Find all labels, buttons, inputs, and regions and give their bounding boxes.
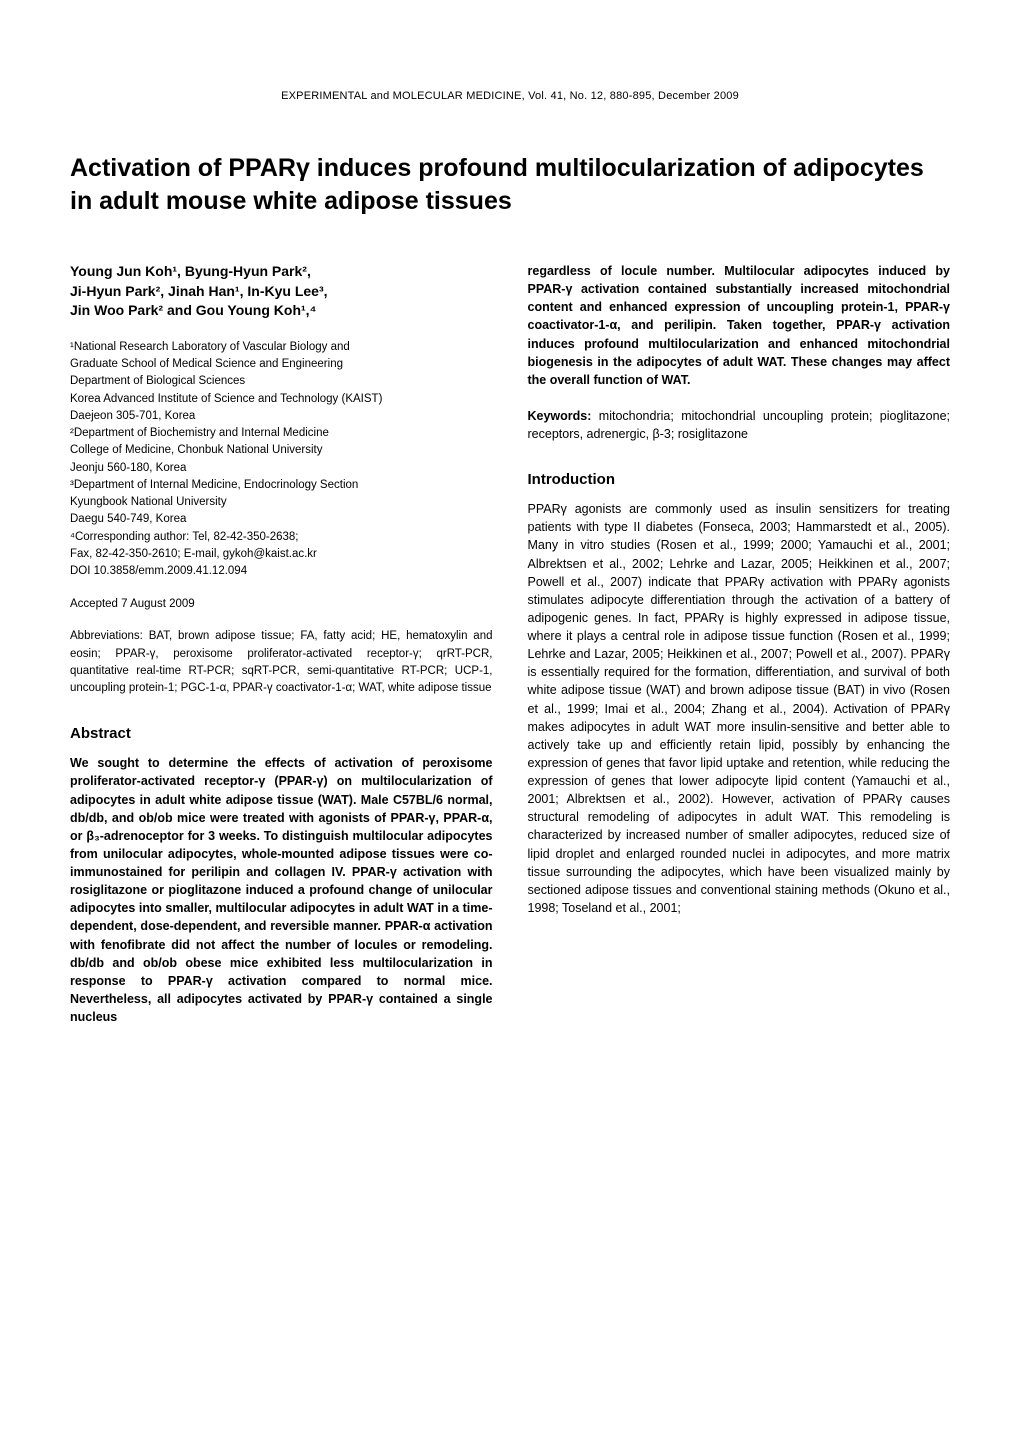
keywords: Keywords: mitochondria; mitochondrial un… — [528, 407, 951, 443]
keywords-text: mitochondria; mitochondrial uncoupling p… — [528, 409, 951, 441]
introduction-heading: Introduction — [528, 471, 951, 488]
affiliation-line: Korea Advanced Institute of Science and … — [70, 391, 493, 408]
right-column: regardless of locule number. Multilocula… — [528, 262, 951, 1026]
affiliation-line: ⁴Corresponding author: Tel, 82-42-350-26… — [70, 529, 493, 546]
introduction-text: PPARγ agonists are commonly used as insu… — [528, 500, 951, 917]
accepted-date: Accepted 7 August 2009 — [70, 598, 493, 610]
affiliation-line: DOI 10.3858/emm.2009.41.12.094 — [70, 563, 493, 580]
abstract-heading: Abstract — [70, 725, 493, 742]
author-list: Young Jun Koh¹, Byung-Hyun Park², Ji-Hyu… — [70, 262, 493, 321]
abstract-text-left: We sought to determine the effects of ac… — [70, 754, 493, 1026]
affiliation-line: Fax, 82-42-350-2610; E-mail, gykoh@kaist… — [70, 546, 493, 563]
abstract-text-right: regardless of locule number. Multilocula… — [528, 262, 951, 389]
left-column: Young Jun Koh¹, Byung-Hyun Park², Ji-Hyu… — [70, 262, 493, 1026]
abbreviations: Abbreviations: BAT, brown adipose tissue… — [70, 628, 493, 697]
affiliation-line: ²Department of Biochemistry and Internal… — [70, 425, 493, 442]
affiliation-line: Daegu 540-749, Korea — [70, 511, 493, 528]
affiliation-line: ³Department of Internal Medicine, Endocr… — [70, 477, 493, 494]
authors-line-3: Jin Woo Park² and Gou Young Koh¹,⁴ — [70, 301, 493, 321]
affiliation-line: Daejeon 305-701, Korea — [70, 408, 493, 425]
keywords-label: Keywords: — [528, 409, 592, 423]
authors-line-2: Ji-Hyun Park², Jinah Han¹, In-Kyu Lee³, — [70, 282, 493, 302]
authors-line-1: Young Jun Koh¹, Byung-Hyun Park², — [70, 262, 493, 282]
journal-header: EXPERIMENTAL and MOLECULAR MEDICINE, Vol… — [70, 90, 950, 102]
affiliation-line: Kyungbook National University — [70, 494, 493, 511]
affiliations: ¹National Research Laboratory of Vascula… — [70, 339, 493, 581]
affiliation-line: Jeonju 560-180, Korea — [70, 460, 493, 477]
affiliation-line: ¹National Research Laboratory of Vascula… — [70, 339, 493, 356]
affiliation-line: Graduate School of Medical Science and E… — [70, 356, 493, 373]
content-columns: Young Jun Koh¹, Byung-Hyun Park², Ji-Hyu… — [70, 262, 950, 1026]
affiliation-line: Department of Biological Sciences — [70, 373, 493, 390]
article-title: Activation of PPARγ induces profound mul… — [70, 152, 950, 217]
affiliation-line: College of Medicine, Chonbuk National Un… — [70, 442, 493, 459]
